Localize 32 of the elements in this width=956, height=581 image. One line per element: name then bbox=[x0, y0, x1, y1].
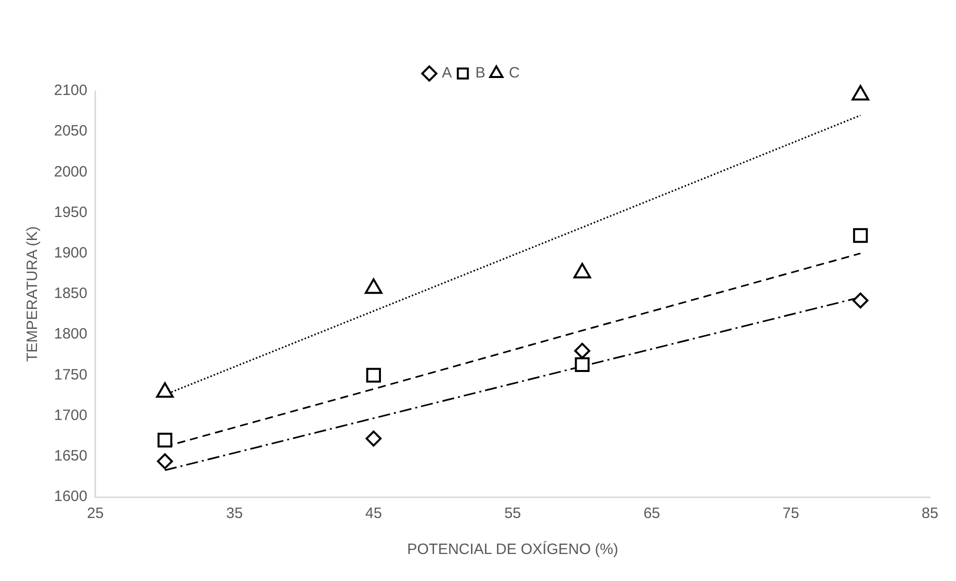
x-tick-label: 45 bbox=[365, 505, 382, 522]
y-tick-label: 2050 bbox=[54, 122, 88, 140]
x-tick-label: 55 bbox=[504, 505, 522, 522]
point bbox=[366, 368, 381, 383]
point bbox=[156, 453, 173, 470]
y-tick-label: 1700 bbox=[54, 406, 88, 424]
point bbox=[574, 342, 590, 359]
x-tick-label: 25 bbox=[87, 505, 104, 522]
legend-label: A bbox=[442, 64, 452, 82]
x-axis-title: POTENCIAL DE OXÍGENO (%) bbox=[407, 540, 618, 558]
y-tick-label: 2100 bbox=[54, 82, 88, 100]
point bbox=[366, 430, 382, 447]
x-tick-label: 75 bbox=[782, 505, 800, 522]
x-tick-label: 65 bbox=[643, 505, 660, 522]
y-tick-label: 1600 bbox=[54, 488, 88, 506]
point bbox=[852, 292, 868, 308]
y-tick-label: 1900 bbox=[54, 244, 88, 262]
legend-label: C bbox=[508, 64, 520, 82]
y-tick-label: 1650 bbox=[54, 448, 88, 465]
x-tick-label: 35 bbox=[226, 505, 243, 522]
point bbox=[852, 85, 870, 101]
y-tick-label: 1850 bbox=[54, 285, 88, 302]
y-tick-label: 1800 bbox=[54, 326, 88, 343]
point bbox=[158, 432, 172, 448]
point bbox=[574, 357, 590, 372]
y-axis-title: TEMPERATURA (K) bbox=[24, 226, 42, 362]
y-tick-label: 1950 bbox=[54, 204, 88, 221]
y-tick-label: 2000 bbox=[54, 163, 88, 180]
legend-label: B bbox=[475, 64, 486, 82]
x-tick-label: 85 bbox=[922, 505, 938, 522]
y-tick-label: 1750 bbox=[54, 366, 88, 384]
point bbox=[853, 228, 868, 243]
